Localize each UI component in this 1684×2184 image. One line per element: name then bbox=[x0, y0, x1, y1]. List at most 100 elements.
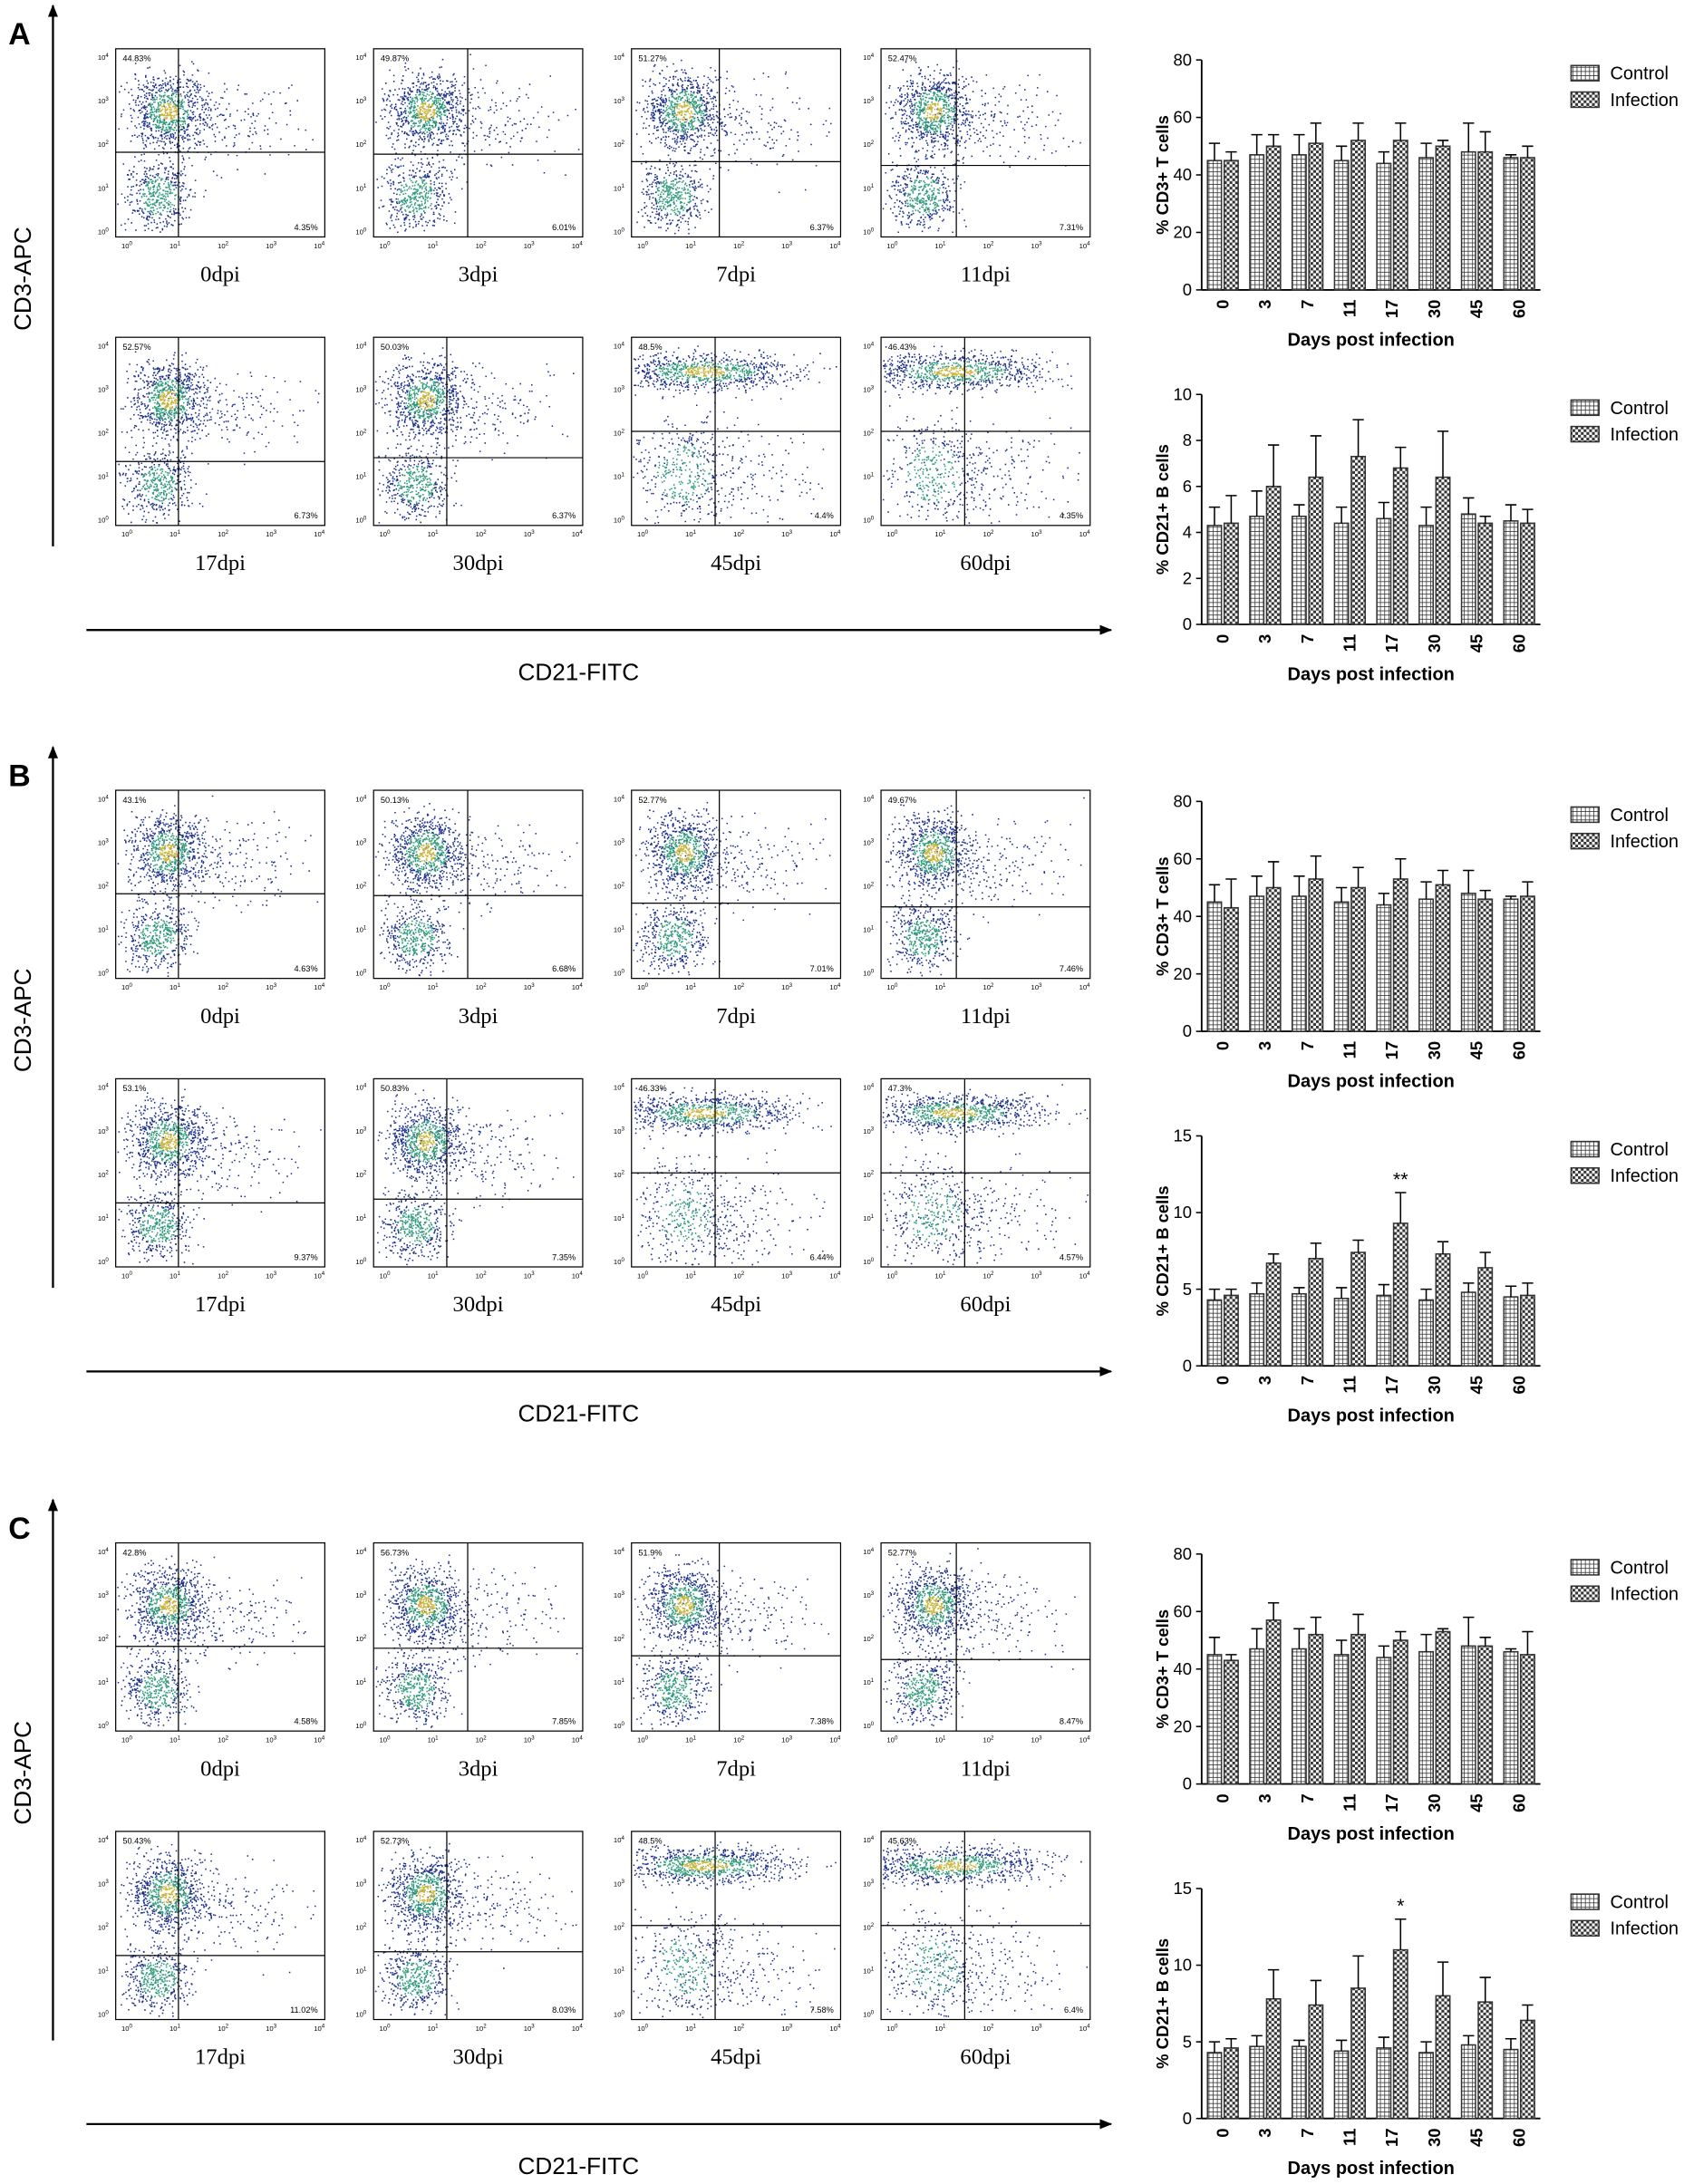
y-axis-label: % CD21+ B cells bbox=[1153, 1185, 1172, 1316]
flow-tick-exponent: 3 bbox=[363, 384, 367, 391]
flow-tick-label: 102 bbox=[983, 982, 995, 991]
quadrant-percent: 6.73% bbox=[295, 511, 318, 520]
bar bbox=[1460, 150, 1476, 291]
flow-tick-exponent: 2 bbox=[105, 1922, 109, 1928]
legend-label: Infection bbox=[1610, 1585, 1679, 1605]
error-bar bbox=[1293, 2039, 1305, 2047]
flow-tick-exponent: 2 bbox=[363, 881, 367, 887]
flow-tick-label: 102 bbox=[218, 982, 229, 991]
flow-tick-exponent: 4 bbox=[363, 341, 367, 347]
error-bar bbox=[1437, 1961, 1449, 1996]
flow-tick-exponent: 2 bbox=[483, 982, 487, 989]
flow-tick-label: 100 bbox=[98, 2009, 110, 2018]
bar bbox=[1519, 522, 1535, 625]
legend-label: Control bbox=[1610, 399, 1668, 419]
bar bbox=[1503, 1296, 1519, 1367]
error-bar bbox=[1505, 154, 1517, 158]
flow-tick-exponent: 1 bbox=[621, 1213, 624, 1220]
flow-dots bbox=[397, 1584, 448, 1710]
flow-dots bbox=[139, 1584, 190, 1710]
quadrant-percent: 6.4% bbox=[1064, 2005, 1083, 2015]
flow-tick-exponent: 2 bbox=[363, 1170, 367, 1176]
flow-tick-exponent: 1 bbox=[178, 2024, 181, 2030]
flow-tick-label: 104 bbox=[1079, 1735, 1091, 1744]
x-tick-label: 11 bbox=[1340, 634, 1359, 652]
flow-frame bbox=[373, 1541, 584, 1732]
flow-tick-exponent: 2 bbox=[871, 1634, 875, 1640]
flow-tick-label: 104 bbox=[314, 1271, 325, 1280]
flow-tick-label: 102 bbox=[863, 1170, 875, 1179]
flow-tick-label: 104 bbox=[863, 1547, 875, 1556]
flow-tick-exponent: 4 bbox=[579, 2024, 583, 2030]
bar bbox=[1206, 901, 1223, 1032]
error-bar bbox=[1522, 508, 1534, 524]
legend-swatch bbox=[1570, 425, 1600, 443]
error-bar bbox=[1310, 855, 1322, 879]
y-axis-label: % CD3+ T cells bbox=[1153, 856, 1172, 976]
flow-tick-label: 102 bbox=[733, 1735, 745, 1744]
flow-tick-label: 104 bbox=[614, 794, 625, 803]
quadrant-percent: 4.35% bbox=[295, 223, 318, 232]
flow-caption: 7dpi bbox=[716, 1004, 756, 1029]
bar bbox=[1265, 886, 1282, 1032]
flow-dots bbox=[397, 90, 449, 215]
flow-dots bbox=[933, 1860, 977, 1871]
flow-tick-exponent: 3 bbox=[789, 2024, 793, 2030]
flow-tick-label: 103 bbox=[98, 1590, 110, 1599]
error-bar bbox=[1395, 1630, 1407, 1641]
flow-plot: 48.5%7.58%100100101101102102103103104104… bbox=[614, 1831, 842, 2070]
significance-mark: * bbox=[1397, 1895, 1405, 1917]
flow-tick-exponent: 1 bbox=[943, 529, 946, 536]
flow-tick-label: 104 bbox=[1079, 982, 1091, 991]
y-tick-label: 6 bbox=[1183, 477, 1192, 496]
flow-dots bbox=[886, 797, 1085, 977]
flow-plot: 42.8%4.58%100100101101102102103103104104… bbox=[98, 1541, 325, 1781]
bar bbox=[1477, 2001, 1494, 2120]
flow-caption: 45dpi bbox=[711, 2045, 761, 2070]
flow-tick-exponent: 1 bbox=[178, 982, 181, 989]
bar bbox=[1460, 2044, 1476, 2120]
flow-tick-label: 101 bbox=[863, 1677, 875, 1686]
bar bbox=[1350, 886, 1367, 1032]
quadrant-percent: 7.58% bbox=[810, 2005, 834, 2015]
flow-tick-exponent: 4 bbox=[837, 982, 841, 989]
flow-tick-exponent: 1 bbox=[435, 241, 439, 247]
flow-tick-label: 100 bbox=[355, 1721, 367, 1730]
error-bar bbox=[1310, 1616, 1322, 1635]
flow-tick-label: 102 bbox=[614, 1922, 625, 1931]
flow-tick-exponent: 2 bbox=[226, 241, 229, 247]
error-bar bbox=[1208, 2041, 1221, 2053]
flow-tick-exponent: 2 bbox=[991, 2024, 994, 2030]
flow-tick-exponent: 3 bbox=[274, 529, 277, 536]
y-axis-label: % CD21+ B cells bbox=[1153, 1938, 1172, 2069]
flow-tick-label: 102 bbox=[733, 982, 745, 991]
y-tick-label: 10 bbox=[1174, 1203, 1193, 1222]
flow-tick-label: 102 bbox=[863, 1922, 875, 1931]
flow-tick-exponent: 1 bbox=[435, 982, 439, 989]
flow-tick-label: 103 bbox=[614, 1879, 625, 1888]
flow-tick-exponent: 1 bbox=[363, 183, 367, 189]
flow-caption: 3dpi bbox=[459, 1756, 498, 1781]
bar bbox=[1460, 893, 1476, 1032]
flow-tick-label: 104 bbox=[355, 794, 367, 803]
flow-tick-exponent: 0 bbox=[363, 1257, 367, 1263]
flow-tick-exponent: 2 bbox=[991, 1735, 994, 1741]
flow-tick-label: 101 bbox=[98, 924, 110, 933]
bar bbox=[1333, 901, 1350, 1032]
flow-caption: 45dpi bbox=[711, 1292, 761, 1317]
flow-tick-exponent: 3 bbox=[105, 1879, 109, 1885]
flow-plot: 52.73%8.03%10010010110110210210310310410… bbox=[355, 1831, 584, 2070]
y-axis-label: CD3-APC bbox=[9, 1721, 36, 1825]
flow-tick-label: 101 bbox=[614, 472, 625, 481]
flow-caption: 45dpi bbox=[711, 551, 761, 575]
flow-tick-label: 102 bbox=[614, 1634, 625, 1643]
flow-tick-label: 104 bbox=[98, 794, 110, 803]
flow-tick-exponent: 0 bbox=[363, 227, 367, 233]
flow-frame bbox=[631, 789, 842, 980]
flow-tick-exponent: 0 bbox=[645, 1735, 649, 1741]
error-bar bbox=[1479, 1976, 1491, 2003]
flow-tick-label: 102 bbox=[98, 1170, 110, 1179]
y-tick-label: 0 bbox=[1183, 1774, 1192, 1793]
flow-tick-label: 103 bbox=[863, 837, 875, 846]
flow-tick-label: 100 bbox=[380, 241, 392, 250]
